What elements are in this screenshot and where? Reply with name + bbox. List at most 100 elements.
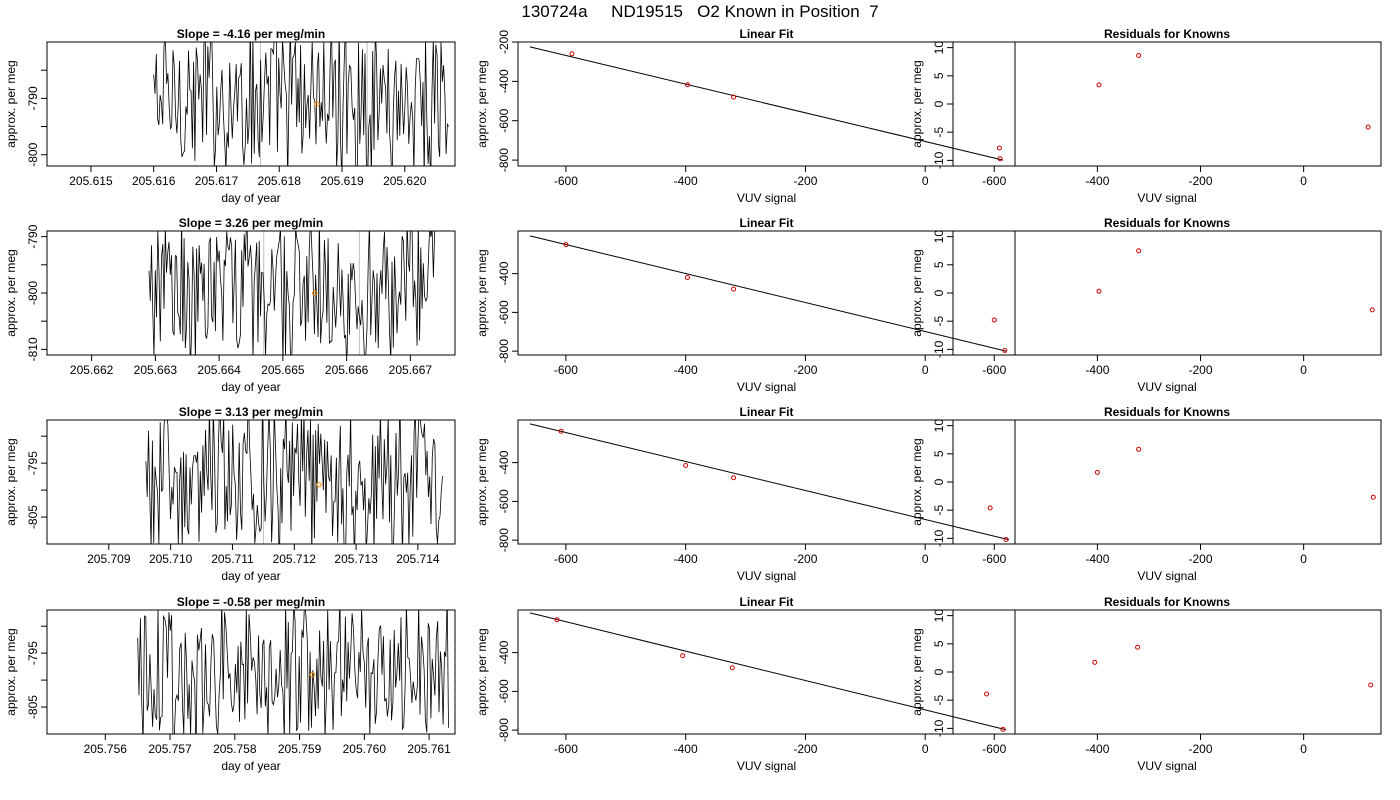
chart-title: Residuals for Knowns [1104,27,1230,41]
y-tick-label: 0 [932,478,946,485]
x-tick-label: 0 [922,742,929,756]
x-tick-label: -600 [982,552,1006,566]
x-axis-label: VUV signal [737,759,796,773]
x-tick-label: -400 [674,363,698,377]
chart-title: Slope = 3.26 per meg/min [179,216,323,230]
y-tick-label: -790 [26,86,40,110]
y-tick-label: -790 [26,224,40,248]
y-tick-label: 0 [932,289,946,296]
fit-line [529,235,1007,352]
data-layer [529,235,1008,354]
x-tick-label: 0 [922,174,929,188]
y-tick-label: -800 [497,718,511,742]
chart-title: Residuals for Knowns [1104,595,1230,609]
y-tick-label: 0 [932,668,946,675]
x-tick-label: 205.663 [134,363,178,377]
x-tick-label: -400 [1085,174,1109,188]
x-tick-label: -400 [1085,363,1109,377]
data-layer [145,420,443,544]
data-layer [137,610,449,734]
plot-frame [952,419,1382,545]
data-point [1002,348,1008,354]
page-title: 130724a ND19515 O2 Known in Position 7 [521,2,879,21]
mean-marker [309,671,316,678]
data-point [684,82,690,88]
y-tick-label: -800 [497,339,511,363]
x-tick-label: -400 [674,174,698,188]
data-point [1135,644,1141,650]
chart-title: Slope = -4.16 per meg/min [177,27,325,41]
x-axis-label: day of year [221,191,280,205]
x-tick-label: 205.664 [197,363,241,377]
plot-frame [517,419,1016,545]
data-point [1370,494,1376,500]
y-tick-label: 10 [932,419,946,433]
y-tick-label: -600 [497,108,511,132]
y-tick-label: 5 [932,450,946,457]
x-tick-label: -400 [674,742,698,756]
x-tick-label: 205.666 [325,363,369,377]
y-tick-label: -800 [26,142,40,166]
data-point [991,317,997,323]
data-point [997,156,1003,162]
x-tick-label: -200 [793,552,817,566]
data-point [558,428,564,434]
x-tick-label: -200 [1189,742,1213,756]
chart-title: Slope = -0.58 per meg/min [177,595,325,609]
x-tick-label: -200 [1189,363,1213,377]
x-tick-label: 205.667 [389,363,433,377]
data-point [684,275,690,280]
y-tick-label: -5 [932,505,946,516]
x-tick-label: -400 [1085,742,1109,756]
data-layer [984,644,1374,697]
data-point [731,286,737,292]
chart-title: Slope = 3.13 per meg/min [179,405,323,419]
y-tick-label: -10 [932,529,946,547]
data-point [731,94,737,100]
x-axis-label: VUV signal [737,569,796,583]
x-tick-label: 205.761 [407,742,451,756]
plot-frame [46,230,456,356]
y-axis-label: approx. per meg [4,628,18,715]
chart-panel-8: Linear Fit VUV signal approx. per meg -600 -… [475,405,1016,583]
x-tick-label: -200 [1189,174,1213,188]
y-tick-label: -200 [497,30,511,54]
chart-title: Linear Fit [739,216,793,230]
y-tick-label: -795 [26,641,40,665]
data-layer [529,612,1007,732]
y-tick-label: -5 [932,695,946,706]
x-axis-label: VUV signal [737,191,796,205]
x-axis-label: VUV signal [1137,569,1196,583]
x-tick-label: 0 [1300,742,1307,756]
chart-panel-2: Linear Fit VUV signal approx. per meg -600 -… [475,27,1016,205]
data-layer [991,248,1375,323]
chart-panel-1: Slope = -4.16 per meg/min day of year appr… [4,27,456,205]
x-tick-label: -400 [1085,552,1109,566]
y-tick-label: -800 [497,148,511,172]
plot-frame [517,609,1016,735]
y-axis-label: approx. per meg [910,60,924,147]
x-tick-label: 0 [1300,552,1307,566]
x-tick-label: 0 [922,552,929,566]
plot-frame [517,230,1016,356]
x-tick-label: 205.662 [70,363,114,377]
y-axis-label: approx. per meg [4,60,18,147]
mean-marker [312,290,318,296]
data-point [1365,124,1371,130]
data-point [1003,537,1009,543]
data-layer [153,42,450,166]
x-tick-label: -200 [793,363,817,377]
x-tick-label: 205.756 [84,742,128,756]
data-point [984,691,990,697]
chart-panel-4: Slope = 3.26 per meg/min day of year appro… [4,216,456,394]
x-tick-label: 205.619 [320,174,364,188]
mean-marker [316,481,322,488]
data-point [1094,469,1100,475]
fit-line [529,612,1007,731]
x-tick-label: -400 [674,552,698,566]
y-axis-label: approx. per meg [4,438,18,525]
y-tick-label: -400 [497,69,511,93]
data-point [1000,726,1006,732]
x-tick-label: -200 [793,742,817,756]
x-tick-label: 205.757 [148,742,192,756]
